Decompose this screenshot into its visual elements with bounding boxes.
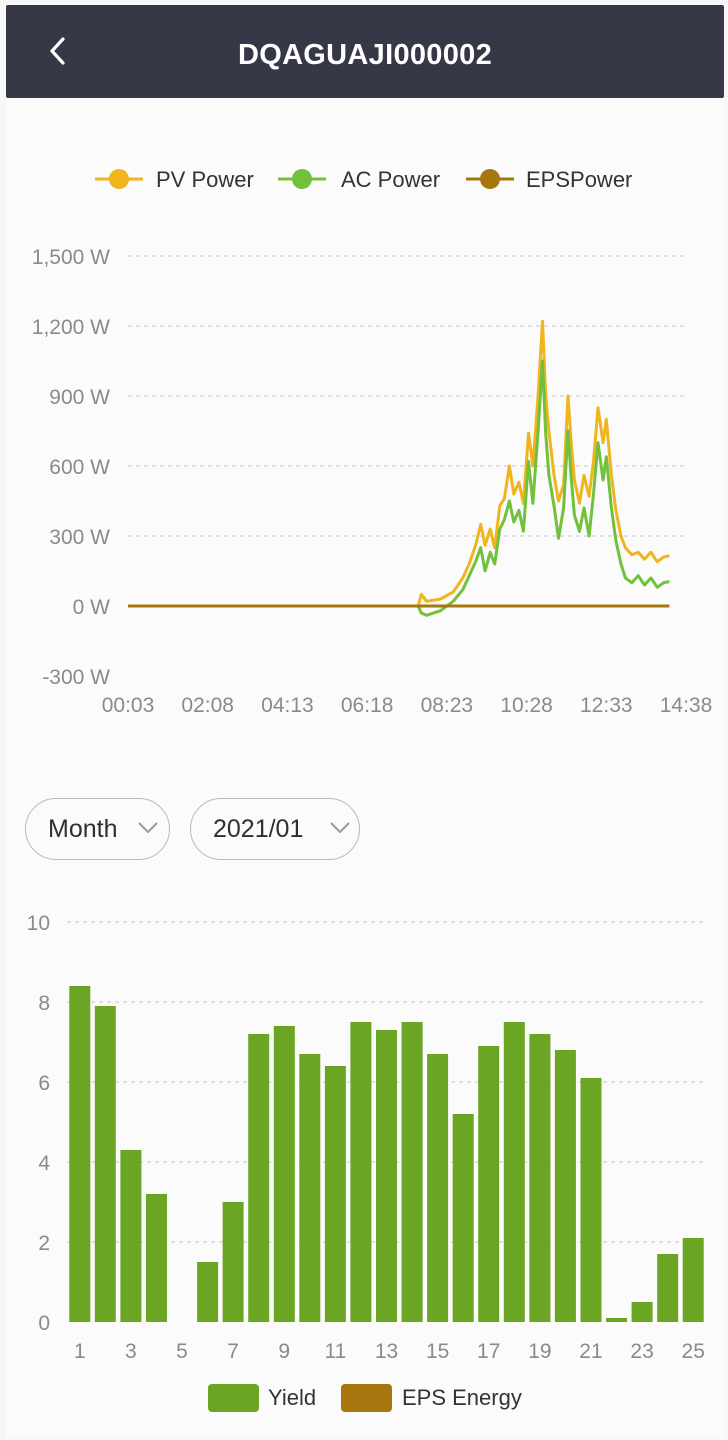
bar-yield-day-12[interactable] (350, 1022, 372, 1322)
x-tick-label: 25 (682, 1340, 705, 1363)
bar-yield-day-20[interactable] (554, 1050, 576, 1322)
x-tick-label: 21 (579, 1340, 602, 1363)
y-tick-label: 6 (38, 1072, 50, 1095)
x-tick-label: 13 (375, 1340, 398, 1363)
bar-yield-day-17[interactable] (478, 1046, 500, 1322)
legend-dot-icon (109, 169, 129, 189)
legend-item-pv-power[interactable]: PV Power (95, 167, 254, 192)
series-line-ac-power (128, 359, 670, 617)
bar-yield-day-2[interactable] (94, 1006, 116, 1322)
bar-yield-day-21[interactable] (580, 1078, 602, 1322)
back-button[interactable] (36, 29, 82, 75)
bar-yield-day-16[interactable] (452, 1114, 474, 1322)
legend-label: AC Power (341, 167, 440, 192)
legend-swatch-icon (208, 1384, 259, 1412)
x-tick-label: 06:18 (341, 694, 394, 717)
x-tick-label: 14:38 (660, 694, 713, 717)
x-tick-label: 10:28 (500, 694, 553, 717)
bar-yield-day-15[interactable] (427, 1054, 449, 1322)
bar-yield-day-3[interactable] (120, 1150, 142, 1322)
date-dropdown[interactable]: 2021/01 (190, 798, 360, 860)
x-tick-label: 19 (528, 1340, 551, 1363)
bar-yield-day-11[interactable] (324, 1066, 346, 1322)
legend-item-epspower[interactable]: EPSPower (466, 167, 632, 192)
x-tick-label: 17 (477, 1340, 500, 1363)
bar-yield-day-10[interactable] (299, 1054, 321, 1322)
series-line-pv-power (128, 319, 670, 608)
legend-label: EPSPower (526, 167, 632, 192)
x-tick-label: 15 (426, 1340, 449, 1363)
bar-yield-day-1[interactable] (69, 986, 91, 1322)
bar-yield-day-24[interactable] (657, 1254, 679, 1322)
y-tick-label: 1,200 W (32, 316, 110, 339)
y-tick-label: 2 (38, 1232, 50, 1255)
y-tick-label: -300 W (42, 666, 110, 689)
chevron-down-icon (330, 822, 350, 834)
legend-dot-icon (480, 169, 500, 189)
x-tick-label: 11 (324, 1340, 346, 1363)
legend-label: EPS Energy (402, 1385, 522, 1410)
x-tick-label: 00:03 (102, 694, 155, 717)
x-tick-label: 08:23 (421, 694, 474, 717)
bar-yield-day-22[interactable] (606, 1318, 627, 1322)
period-dropdown[interactable]: Month (25, 798, 170, 860)
x-tick-label: 3 (125, 1340, 137, 1363)
bar-yield-day-23[interactable] (631, 1302, 653, 1322)
legend-item-ac-power[interactable]: AC Power (278, 167, 440, 192)
bar-yield-day-9[interactable] (273, 1026, 295, 1322)
legend-item-eps-energy[interactable]: EPS Energy (341, 1384, 522, 1412)
period-dropdown-label: Month (48, 815, 118, 843)
legend-label: Yield (268, 1385, 316, 1410)
chevron-down-icon (138, 822, 158, 834)
y-tick-label: 10 (27, 912, 50, 935)
y-tick-label: 900 W (49, 386, 110, 409)
x-tick-label: 23 (630, 1340, 653, 1363)
app-header: DQAGUAJI000002 (6, 5, 724, 98)
legend-swatch-icon (341, 1384, 392, 1412)
date-dropdown-label: 2021/01 (213, 815, 304, 843)
legend-dot-icon (292, 169, 312, 189)
y-tick-label: 8 (38, 992, 50, 1015)
bar-yield-day-18[interactable] (503, 1022, 525, 1322)
x-tick-label: 02:08 (181, 694, 234, 717)
legend-item-yield[interactable]: Yield (208, 1384, 316, 1412)
back-arrow-icon (50, 37, 65, 65)
x-tick-label: 5 (176, 1340, 188, 1363)
bar-yield-day-25[interactable] (682, 1238, 704, 1322)
bar-yield-day-19[interactable] (529, 1034, 551, 1322)
x-tick-label: 7 (227, 1340, 239, 1363)
x-tick-label: 04:13 (261, 694, 314, 717)
bar-yield-day-14[interactable] (401, 1022, 423, 1322)
y-tick-label: 600 W (49, 456, 110, 479)
bar-yield-day-8[interactable] (248, 1034, 270, 1322)
y-tick-label: 0 (38, 1312, 50, 1335)
bar-yield-day-6[interactable] (197, 1262, 219, 1322)
page-title: DQAGUAJI000002 (237, 39, 493, 71)
x-tick-label: 1 (74, 1340, 86, 1363)
x-tick-label: 9 (278, 1340, 290, 1363)
bar-yield-day-7[interactable] (222, 1202, 244, 1322)
power-line-chart[interactable]: PV Power AC Power EPSPower 1,500 W 1,200 W 90… (0, 150, 728, 730)
y-tick-label: 300 W (49, 526, 110, 549)
y-tick-label: 1,500 W (32, 246, 110, 269)
x-tick-label: 12:33 (580, 694, 633, 717)
legend-label: PV Power (156, 167, 254, 192)
y-tick-label: 0 W (73, 596, 111, 619)
y-tick-label: 4 (38, 1152, 50, 1175)
bar-yield-day-4[interactable] (146, 1194, 167, 1322)
bar-yield-day-13[interactable] (376, 1030, 397, 1322)
